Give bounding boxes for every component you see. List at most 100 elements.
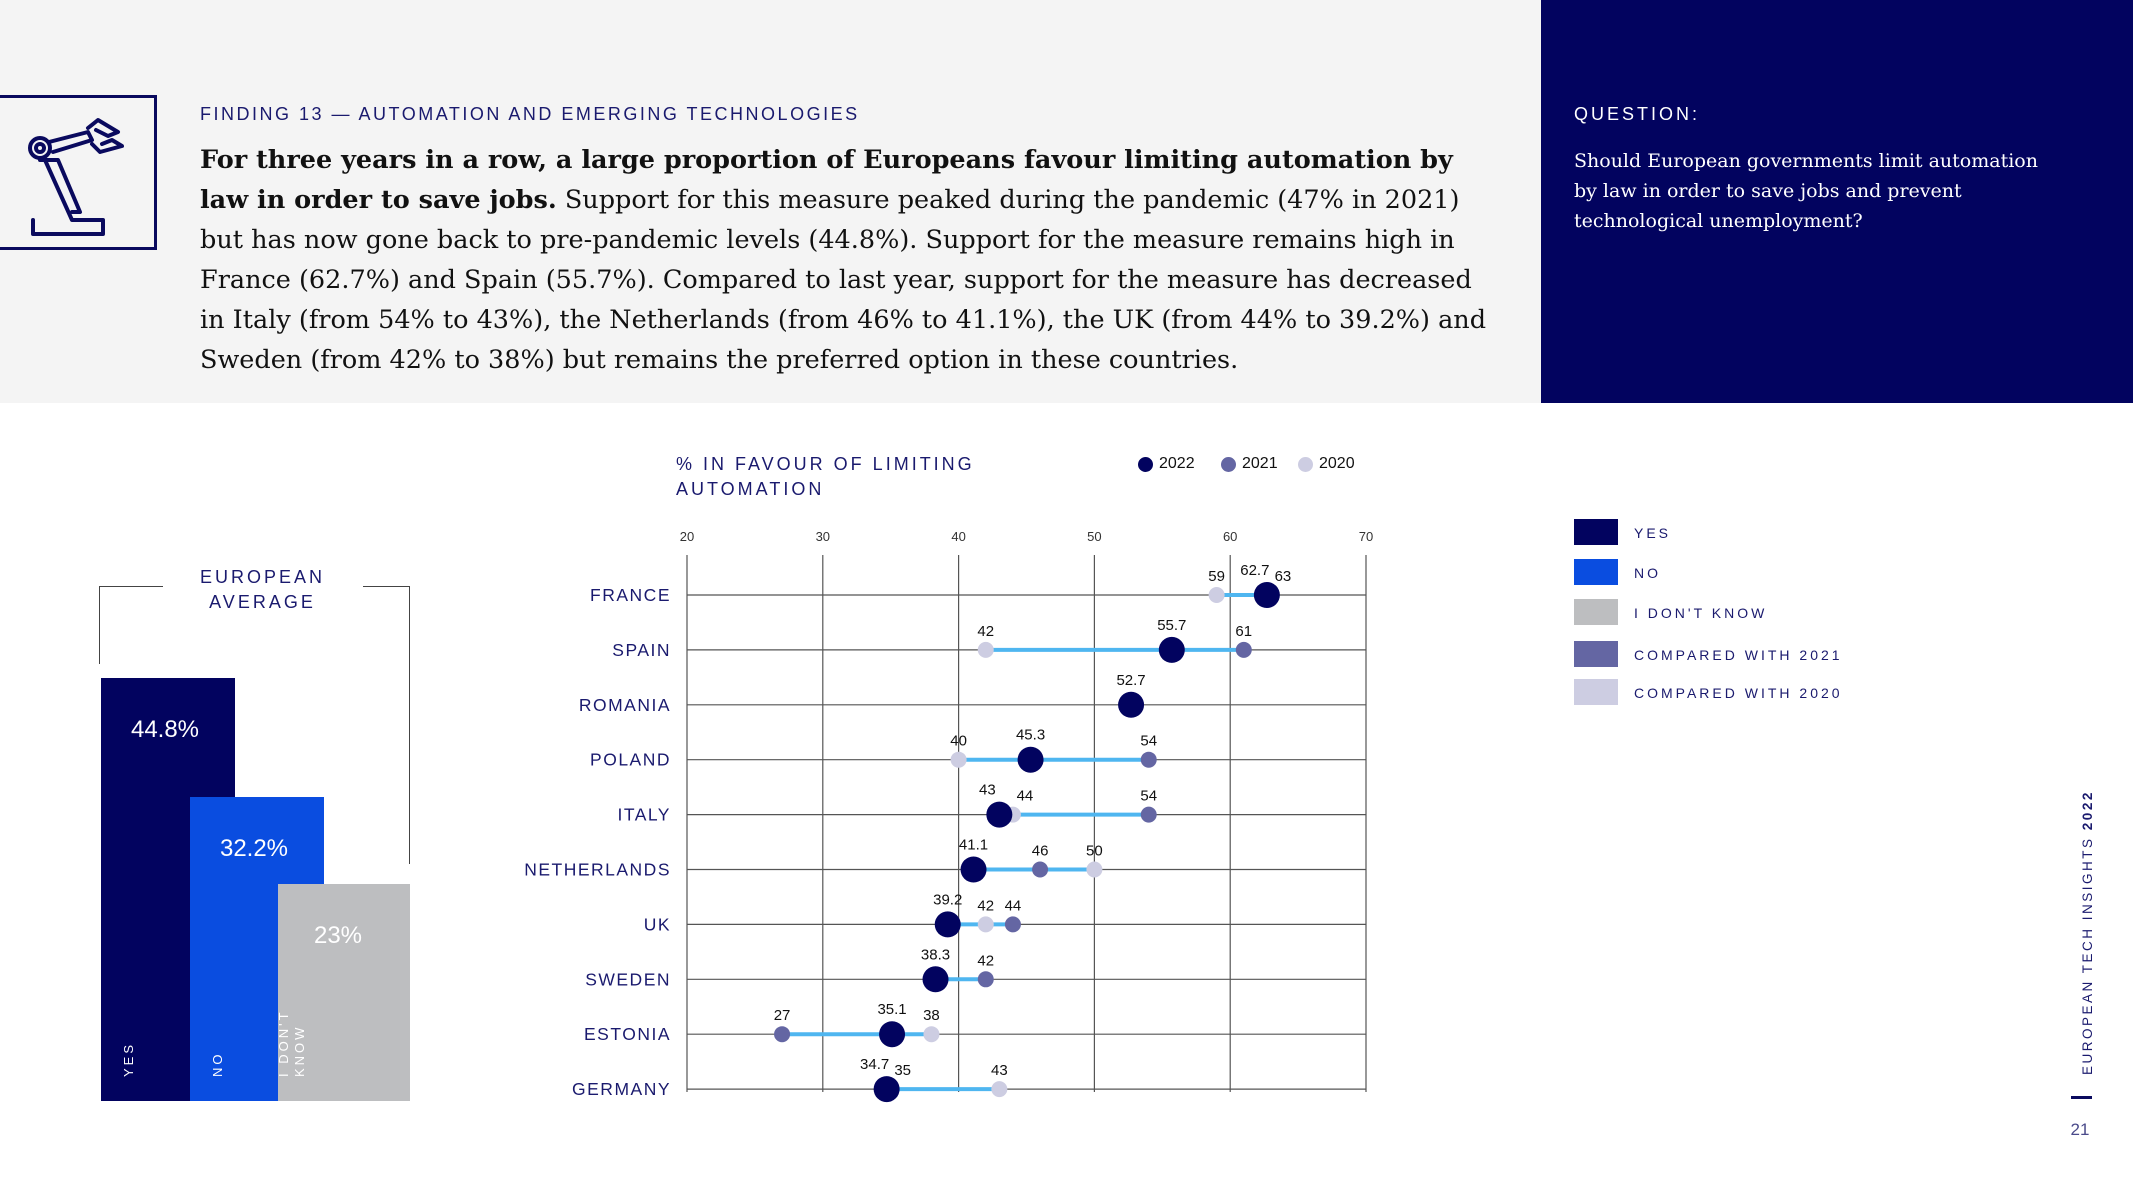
- data-label: 63: [1275, 568, 1292, 585]
- publication-title: EUROPEAN TECH INSIGHTS 2022: [2080, 790, 2095, 1075]
- x-tick-label: 60: [1223, 529, 1237, 544]
- point-2021: [1032, 861, 1049, 878]
- legend-swatch: [1574, 599, 1618, 625]
- point-2022: [986, 801, 1013, 828]
- point-2021: [1235, 641, 1252, 658]
- finding-body: Support for this measure peaked during t…: [200, 185, 1487, 375]
- data-label: 45.3: [1016, 727, 1045, 744]
- legend-swatch: [1574, 679, 1618, 705]
- x-tick-label: 70: [1359, 529, 1373, 544]
- chart-title-line1: % IN FAVOUR OF LIMITING: [676, 454, 975, 474]
- point-2021: [774, 1026, 791, 1043]
- x-tick-label: 40: [951, 529, 965, 544]
- point-2021: [1140, 806, 1157, 823]
- series-legend-dot: [1221, 456, 1236, 472]
- series-legend-label: 2020: [1319, 455, 1355, 472]
- question-text: Should European governments limit automa…: [1574, 150, 2038, 232]
- series-legend-label: 2022: [1159, 455, 1195, 472]
- point-2021: [1004, 916, 1021, 933]
- legend-label: COMPARED WITH 2020: [1634, 685, 1843, 701]
- icon-frame: [0, 95, 157, 250]
- question-label: QUESTION:: [1574, 104, 1701, 124]
- series-legend-dot: [1138, 456, 1153, 472]
- finding-label: FINDING 13 — AUTOMATION AND EMERGING TEC…: [200, 104, 860, 124]
- point-2020: [1086, 861, 1103, 878]
- data-label: 39.2: [933, 891, 962, 908]
- point-2020: [977, 641, 994, 658]
- legend-label: COMPARED WITH 2021: [1634, 647, 1843, 663]
- data-label: 35: [894, 1062, 911, 1079]
- legend-label: I DON'T KNOW: [1634, 605, 1768, 621]
- point-2022: [922, 966, 949, 993]
- data-label: 38.3: [921, 946, 950, 963]
- average-bar-value: 32.2%: [219, 834, 289, 862]
- data-label: 43: [979, 782, 996, 799]
- data-label: 41.1: [959, 837, 988, 854]
- country-label: UK: [644, 914, 671, 934]
- data-label: 43: [991, 1062, 1008, 1079]
- country-label: POLAND: [590, 750, 671, 770]
- point-2022: [960, 856, 987, 883]
- x-tick-label: 30: [816, 529, 830, 544]
- legend-label: NO: [1634, 565, 1661, 581]
- data-label: 59: [1208, 568, 1225, 585]
- data-label: 35.1: [877, 1001, 906, 1018]
- data-label: 62.7: [1240, 562, 1269, 579]
- series-legend-2020: 2020: [1298, 455, 1355, 473]
- country-label: SWEDEN: [585, 969, 671, 989]
- x-tick-label: 50: [1087, 529, 1101, 544]
- series-legend-label: 2021: [1242, 455, 1278, 472]
- legend-item: I DON'T KNOW: [1574, 599, 1904, 625]
- point-2022: [873, 1076, 900, 1103]
- chart-title-line2: AUTOMATION: [676, 479, 825, 499]
- data-label: 34.7: [860, 1056, 889, 1073]
- data-label: 54: [1140, 733, 1157, 750]
- average-title-line1: EUROPEAN: [199, 567, 326, 587]
- country-label: ITALY: [617, 805, 671, 825]
- point-2021: [1140, 751, 1157, 768]
- series-legend-2022: 2022: [1138, 455, 1195, 473]
- data-label: 38: [923, 1007, 940, 1024]
- data-label: 52.7: [1116, 672, 1145, 689]
- robot-arm-icon: [28, 118, 124, 236]
- data-label: 42: [977, 623, 994, 640]
- point-2022: [1118, 691, 1145, 718]
- country-label: ESTONIA: [584, 1024, 671, 1044]
- legend-item: COMPARED WITH 2021: [1574, 641, 1904, 667]
- point-2022: [1158, 636, 1185, 663]
- point-2020: [923, 1026, 940, 1043]
- data-label: 50: [1086, 843, 1103, 860]
- average-title-line2: AVERAGE: [209, 592, 316, 612]
- legend-item: COMPARED WITH 2020: [1574, 679, 1904, 705]
- average-bar-category: NO: [210, 1051, 225, 1077]
- point-2020: [991, 1081, 1008, 1098]
- country-label: FRANCE: [590, 585, 671, 605]
- legend-item: YES: [1574, 519, 1904, 545]
- average-bar-i-don-t-know: 23% I DON'T KNOW: [276, 883, 410, 1101]
- country-label: GERMANY: [572, 1079, 671, 1099]
- average-bar-value: 44.8%: [130, 715, 200, 743]
- point-2022: [1017, 746, 1044, 773]
- data-label: 27: [774, 1007, 791, 1024]
- legend-label: YES: [1634, 525, 1672, 541]
- average-title: EUROPEAN AVERAGE: [180, 565, 345, 615]
- point-2020: [1208, 587, 1225, 603]
- question-panel: QUESTION: Should European governments li…: [1541, 0, 2133, 403]
- legend-swatch: [1574, 519, 1618, 545]
- data-label: 44: [1017, 788, 1034, 805]
- data-label: 46: [1032, 843, 1049, 860]
- point-2021: [977, 971, 994, 988]
- x-tick-label: 20: [680, 529, 694, 544]
- average-bar-value: 23%: [313, 921, 363, 949]
- data-label: 61: [1235, 623, 1252, 640]
- series-legend-2021: 2021: [1221, 455, 1278, 473]
- bracket-left: [99, 586, 163, 664]
- point-2020: [950, 751, 967, 768]
- legend-item: NO: [1574, 559, 1904, 585]
- average-bar-category: YES: [121, 1041, 136, 1077]
- data-label: 54: [1140, 788, 1157, 805]
- point-2022: [934, 911, 961, 938]
- side-rule: [2071, 1096, 2092, 1099]
- header-band: FINDING 13 — AUTOMATION AND EMERGING TEC…: [0, 0, 1541, 403]
